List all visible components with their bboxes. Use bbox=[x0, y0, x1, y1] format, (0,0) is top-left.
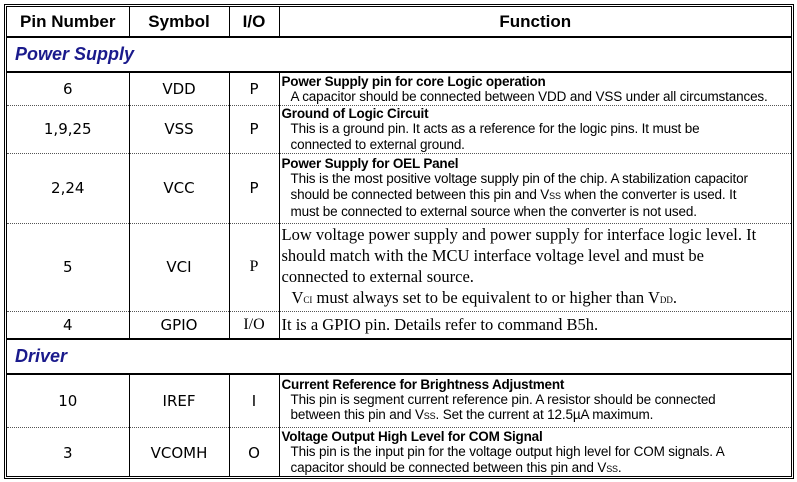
function-line: connected to external source. bbox=[282, 266, 792, 287]
function-cell: It is a GPIO pin. Details refer to comma… bbox=[279, 311, 792, 340]
text-segment: It is a GPIO pin. Details refer to comma… bbox=[281, 315, 599, 335]
header-function: Function bbox=[279, 7, 791, 38]
function-line: It is a GPIO pin. Details refer to comma… bbox=[282, 314, 792, 335]
function-title: Current Reference for Brightness Adjustm… bbox=[281, 376, 565, 392]
function-line: This pin is segment current reference pi… bbox=[282, 392, 792, 408]
subscript: SS bbox=[423, 411, 436, 422]
symbol-cell: GPIO bbox=[129, 311, 230, 340]
io-cell: O bbox=[229, 427, 280, 476]
pin-number-cell: 10 bbox=[7, 374, 130, 428]
section-header: Power Supply bbox=[7, 36, 791, 73]
table-row: 5 VCI P Low voltage power supply and power … bbox=[7, 223, 792, 312]
text-segment: This is the most positive voltage supply… bbox=[290, 171, 748, 187]
text-segment: This is a ground pin. It acts as a refer… bbox=[290, 121, 700, 136]
symbol-cell: VCC bbox=[129, 153, 230, 224]
header-pin-number: Pin Number bbox=[7, 7, 130, 38]
text-segment: must always set to be equivalent to or h… bbox=[312, 287, 660, 307]
function-title: Power Supply pin for core Logic operatio… bbox=[281, 73, 546, 89]
symbol-cell: VCI bbox=[129, 223, 230, 312]
subscript: SS bbox=[549, 190, 561, 201]
function-title: Voltage Output High Level for COM Signal bbox=[281, 429, 543, 445]
text-segment: should be connected between this pin and… bbox=[290, 186, 550, 202]
text-segment: when the converter is used. It bbox=[560, 186, 737, 202]
text-segment: capacitor should be connected between th… bbox=[290, 459, 607, 475]
function-title: Power Supply for OEL Panel bbox=[281, 156, 459, 172]
function-line: This pin is the input pin for the voltag… bbox=[282, 444, 792, 460]
function-cell: Low voltage power supply and power suppl… bbox=[279, 223, 792, 312]
subscript: CI bbox=[303, 294, 313, 305]
text-segment: connected to external source. bbox=[281, 266, 474, 286]
table-row: 3 VCOMH O Voltage Output High Level for COM… bbox=[7, 427, 792, 476]
pin-number-cell: 2,24 bbox=[7, 153, 130, 224]
text-segment: . bbox=[617, 459, 622, 475]
io-cell: I/O bbox=[229, 311, 280, 340]
pin-number-cell: 1,9,25 bbox=[7, 105, 130, 154]
io-cell: P bbox=[229, 223, 280, 312]
text-segment: between this pin and V bbox=[290, 407, 424, 423]
symbol-cell: VCOMH bbox=[129, 427, 230, 476]
pin-number-cell: 3 bbox=[7, 427, 130, 476]
text-segment: Low voltage power supply and power suppl… bbox=[281, 224, 757, 244]
function-cell: Ground of Logic Circuit This is a ground … bbox=[279, 105, 792, 154]
pin-number-cell: 4 bbox=[7, 311, 130, 340]
text-segment: must be connected to external source whe… bbox=[290, 204, 697, 220]
header-row: Pin Number Symbol I/O Function bbox=[7, 7, 791, 38]
function-line: This is a ground pin. It acts as a refer… bbox=[282, 121, 792, 137]
function-cell: Current Reference for Brightness Adjustm… bbox=[279, 374, 792, 428]
io-cell: P bbox=[229, 105, 280, 154]
function-line: This is the most positive voltage supply… bbox=[282, 171, 792, 187]
function-line: VCI must always set to be equivalent to … bbox=[282, 287, 792, 311]
pin-number-cell: 5 bbox=[7, 223, 130, 312]
pin-description-table: Pin Number Symbol I/O Function Power Sup… bbox=[4, 4, 794, 479]
text-segment: . bbox=[672, 287, 678, 307]
function-title: Ground of Logic Circuit bbox=[281, 106, 429, 121]
text-segment: should match with the MCU interface volt… bbox=[281, 245, 704, 265]
section-label: Driver bbox=[7, 338, 791, 375]
text-segment: V bbox=[291, 287, 304, 307]
header-io: I/O bbox=[229, 7, 280, 38]
function-line: connected to external ground. bbox=[282, 137, 792, 153]
text-segment: . Set the current at 12.5µA maximum. bbox=[435, 407, 654, 423]
subscript: SS bbox=[606, 463, 618, 474]
section-label: Power Supply bbox=[7, 36, 791, 73]
io-cell: P bbox=[229, 72, 280, 106]
function-cell: Voltage Output High Level for COM Signal… bbox=[279, 427, 792, 476]
text-segment: connected to external ground. bbox=[290, 136, 465, 152]
table-row: 4 GPIO I/O It is a GPIO pin. Details refer … bbox=[7, 311, 792, 340]
symbol-cell: IREF bbox=[129, 374, 230, 428]
function-line: capacitor should be connected between th… bbox=[282, 459, 792, 476]
function-line: should match with the MCU interface volt… bbox=[282, 245, 792, 266]
io-cell: I bbox=[229, 374, 280, 428]
function-cell: Power Supply for OEL Panel This is the mo… bbox=[279, 153, 792, 224]
function-line: A capacitor should be connected between … bbox=[282, 89, 792, 105]
table-row: 2,24 VCC P Power Supply for OEL Panel This i… bbox=[7, 153, 792, 224]
section-header: Driver bbox=[7, 338, 791, 375]
function-line: must be connected to external source whe… bbox=[282, 204, 792, 220]
function-line: Low voltage power supply and power suppl… bbox=[282, 224, 792, 245]
text-segment: This pin is the input pin for the voltag… bbox=[290, 444, 725, 460]
function-line: between this pin and VSS. Set the curren… bbox=[282, 407, 792, 425]
header-symbol: Symbol bbox=[129, 7, 230, 38]
io-cell: P bbox=[229, 153, 280, 224]
function-line: should be connected between this pin and… bbox=[282, 187, 792, 205]
text-segment: This pin is segment current reference pi… bbox=[290, 391, 716, 407]
subscript: DD bbox=[659, 294, 673, 305]
symbol-cell: VDD bbox=[129, 72, 230, 106]
table-row: 1,9,25 VSS P Ground of Logic Circuit This is… bbox=[7, 105, 792, 154]
table-row: 6 VDD P Power Supply pin for core Logic ope… bbox=[7, 72, 792, 106]
symbol-cell: VSS bbox=[129, 105, 230, 154]
pin-number-cell: 6 bbox=[7, 72, 130, 106]
text-segment: A capacitor should be connected between … bbox=[290, 88, 768, 104]
table-row: 10 IREF I Current Reference for Brightness … bbox=[7, 374, 792, 428]
function-cell: Power Supply pin for core Logic operatio… bbox=[279, 72, 792, 106]
